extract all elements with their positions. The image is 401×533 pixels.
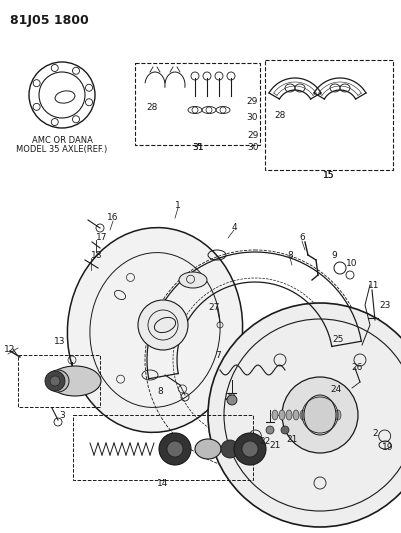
Text: 21: 21 bbox=[269, 440, 281, 449]
Text: 15: 15 bbox=[323, 172, 335, 181]
Text: 10: 10 bbox=[346, 259, 358, 268]
Text: 16: 16 bbox=[107, 214, 119, 222]
Circle shape bbox=[138, 300, 188, 350]
Text: 19: 19 bbox=[382, 443, 394, 453]
Ellipse shape bbox=[293, 410, 299, 420]
Circle shape bbox=[234, 433, 266, 465]
Text: 23: 23 bbox=[379, 301, 391, 310]
Text: 31: 31 bbox=[192, 143, 204, 152]
Text: 21: 21 bbox=[286, 435, 298, 445]
Text: 24: 24 bbox=[330, 385, 342, 394]
Text: 8: 8 bbox=[157, 387, 163, 397]
Ellipse shape bbox=[328, 410, 334, 420]
Ellipse shape bbox=[279, 410, 285, 420]
Ellipse shape bbox=[321, 410, 327, 420]
Text: 12: 12 bbox=[4, 345, 16, 354]
Text: 26: 26 bbox=[351, 362, 363, 372]
Text: 4: 4 bbox=[231, 222, 237, 231]
Ellipse shape bbox=[335, 410, 341, 420]
Ellipse shape bbox=[195, 439, 221, 459]
Text: MODEL 35 AXLE(REF.): MODEL 35 AXLE(REF.) bbox=[16, 145, 107, 154]
Text: 28: 28 bbox=[146, 103, 158, 112]
Text: 15: 15 bbox=[323, 172, 335, 181]
Bar bbox=[265, 60, 393, 170]
Ellipse shape bbox=[307, 410, 313, 420]
Circle shape bbox=[167, 441, 183, 457]
Text: 17: 17 bbox=[96, 232, 108, 241]
Circle shape bbox=[266, 426, 274, 434]
Bar bbox=[18, 355, 100, 407]
Text: 8: 8 bbox=[287, 251, 293, 260]
Text: 13: 13 bbox=[54, 337, 66, 346]
Text: 6: 6 bbox=[299, 233, 305, 243]
Ellipse shape bbox=[47, 370, 69, 392]
Bar bbox=[135, 63, 260, 145]
Ellipse shape bbox=[304, 395, 336, 435]
Circle shape bbox=[45, 371, 65, 391]
Text: 3: 3 bbox=[59, 410, 65, 419]
Circle shape bbox=[281, 426, 289, 434]
Text: 27: 27 bbox=[208, 303, 220, 312]
Ellipse shape bbox=[49, 366, 101, 396]
Text: 31: 31 bbox=[192, 143, 204, 152]
Circle shape bbox=[159, 433, 191, 465]
Text: 2: 2 bbox=[372, 429, 378, 438]
Text: 25: 25 bbox=[332, 335, 344, 344]
Text: 9: 9 bbox=[331, 251, 337, 260]
Text: 1: 1 bbox=[175, 200, 181, 209]
Text: 7: 7 bbox=[215, 351, 221, 359]
Text: 81J05 1800: 81J05 1800 bbox=[10, 14, 89, 27]
Circle shape bbox=[208, 303, 401, 527]
Text: 30: 30 bbox=[247, 143, 259, 152]
Ellipse shape bbox=[67, 228, 243, 432]
Circle shape bbox=[242, 441, 258, 457]
Text: 14: 14 bbox=[157, 479, 169, 488]
Text: 18: 18 bbox=[91, 251, 103, 260]
Text: 29: 29 bbox=[247, 132, 259, 141]
Circle shape bbox=[50, 376, 60, 386]
Circle shape bbox=[282, 377, 358, 453]
Text: 20: 20 bbox=[224, 392, 236, 401]
Bar bbox=[73, 415, 253, 480]
Ellipse shape bbox=[272, 410, 278, 420]
Ellipse shape bbox=[314, 410, 320, 420]
Circle shape bbox=[221, 440, 239, 458]
Text: 22: 22 bbox=[259, 438, 271, 447]
Ellipse shape bbox=[300, 410, 306, 420]
Text: 29: 29 bbox=[246, 98, 258, 107]
Ellipse shape bbox=[286, 410, 292, 420]
Text: 30: 30 bbox=[246, 112, 258, 122]
Ellipse shape bbox=[179, 272, 207, 288]
Text: 28: 28 bbox=[274, 111, 286, 120]
Text: 11: 11 bbox=[368, 280, 380, 289]
Circle shape bbox=[227, 395, 237, 405]
Text: AMC OR DANA: AMC OR DANA bbox=[32, 136, 93, 145]
